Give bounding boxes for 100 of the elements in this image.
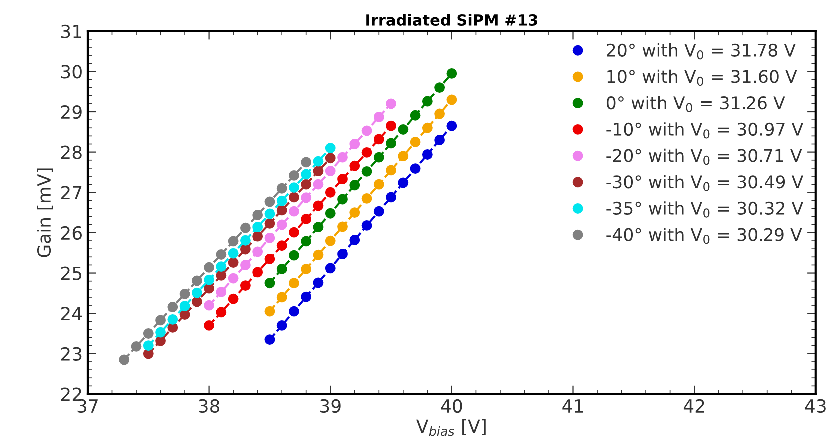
point xyxy=(228,273,239,284)
point xyxy=(204,274,215,286)
point xyxy=(313,179,324,190)
point xyxy=(289,227,300,238)
point xyxy=(264,218,276,229)
point xyxy=(156,315,166,326)
point xyxy=(264,306,276,317)
x-axis-title: V$_{bias}$ [V] xyxy=(416,419,486,436)
point xyxy=(276,320,288,331)
point xyxy=(289,250,300,261)
y-tick-label: 23 xyxy=(61,347,82,362)
point xyxy=(289,306,300,317)
point xyxy=(325,166,336,176)
legend-label: 20° with V$_{0}$ = 31.78 V xyxy=(607,44,796,60)
point xyxy=(228,236,239,247)
point xyxy=(338,194,348,205)
point xyxy=(374,206,384,217)
point xyxy=(313,200,324,212)
point xyxy=(289,206,300,217)
point xyxy=(325,208,336,219)
point xyxy=(276,292,288,303)
y-tick-label: 28 xyxy=(61,146,82,160)
point xyxy=(386,98,396,110)
point xyxy=(325,236,336,246)
legend-label: -35° with V$_{0}$ = 30.32 V xyxy=(606,202,804,218)
chart-title: Irradiated SiPM #13 xyxy=(366,14,538,26)
point xyxy=(338,152,348,163)
point xyxy=(276,196,288,206)
point xyxy=(276,264,288,274)
y-tick-label: 27 xyxy=(61,186,82,200)
point xyxy=(240,280,251,291)
point xyxy=(276,183,288,194)
point xyxy=(350,235,360,246)
point xyxy=(313,156,324,167)
point xyxy=(264,232,276,244)
point xyxy=(289,192,300,203)
point xyxy=(301,192,312,204)
point xyxy=(180,310,190,320)
point xyxy=(313,222,324,233)
point xyxy=(216,287,227,298)
point xyxy=(386,120,396,132)
point xyxy=(216,250,227,260)
point xyxy=(338,174,348,185)
point xyxy=(374,112,384,122)
point xyxy=(180,301,190,312)
point xyxy=(434,108,446,120)
point xyxy=(119,354,130,366)
point xyxy=(313,278,324,288)
legend-label: -20° with V$_{0}$ = 30.71 V xyxy=(606,148,802,166)
x-tick-label: 40 xyxy=(441,399,462,414)
x-tick-label: 43 xyxy=(805,399,826,414)
point xyxy=(422,150,433,160)
x-tick-label: 37 xyxy=(78,399,98,414)
point xyxy=(325,143,336,154)
point xyxy=(252,246,264,258)
point xyxy=(301,264,312,274)
point xyxy=(313,250,324,260)
point xyxy=(264,334,276,346)
point xyxy=(131,341,142,352)
point xyxy=(362,148,372,158)
legend-label: 10° with V$_{0}$ = 31.60 V xyxy=(608,70,798,86)
point xyxy=(410,164,421,174)
legend-label: -40° with V$_{0}$ = 30.29 V xyxy=(606,228,802,244)
point xyxy=(228,258,239,268)
point xyxy=(264,196,276,208)
point xyxy=(434,82,446,94)
point xyxy=(338,249,348,260)
point xyxy=(228,248,239,259)
point xyxy=(338,222,348,232)
point xyxy=(168,314,178,325)
x-tick-label: 38 xyxy=(199,399,220,414)
point xyxy=(301,179,312,190)
point xyxy=(350,139,360,150)
point xyxy=(374,152,384,163)
point xyxy=(276,240,288,252)
point xyxy=(289,170,300,181)
y-tick-label: 29 xyxy=(61,105,82,120)
point xyxy=(446,120,458,132)
point xyxy=(434,135,446,146)
point xyxy=(240,260,251,270)
y-tick-label: 25 xyxy=(61,266,82,280)
point xyxy=(264,254,276,264)
point xyxy=(156,327,166,338)
point xyxy=(374,134,384,145)
point xyxy=(264,278,276,289)
point xyxy=(252,231,264,242)
point xyxy=(204,262,215,273)
point xyxy=(362,220,372,231)
point xyxy=(252,267,264,278)
point xyxy=(446,68,458,79)
point xyxy=(350,180,360,191)
x-tick-label: 39 xyxy=(320,399,341,414)
point xyxy=(374,179,384,190)
point xyxy=(398,124,409,135)
point xyxy=(216,262,227,272)
point xyxy=(301,236,312,247)
point xyxy=(276,220,288,230)
point xyxy=(350,160,360,172)
point xyxy=(386,192,396,203)
point xyxy=(252,210,264,220)
